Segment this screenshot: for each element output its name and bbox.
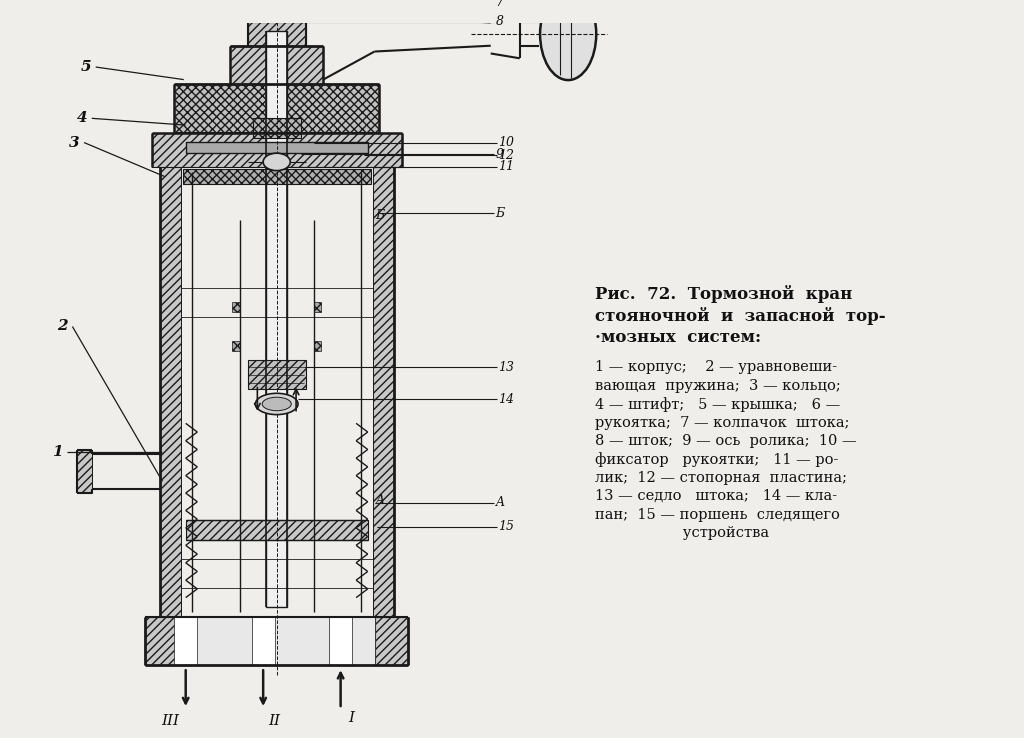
Text: 8 — шток;  9 — ось  ролика;  10 —: 8 — шток; 9 — ось ролика; 10 — (595, 434, 857, 448)
Text: A: A (496, 496, 505, 509)
Bar (329, 617, 352, 666)
Bar (183, 169, 371, 184)
Text: фиксатор   рукоятки;   11 — ро-: фиксатор рукоятки; 11 — ро- (595, 452, 839, 467)
Bar (263, 2, 290, 17)
Bar (174, 84, 379, 133)
Bar (145, 617, 179, 666)
Ellipse shape (255, 393, 298, 415)
Bar (313, 341, 322, 351)
Bar (248, 21, 306, 46)
Bar (266, 31, 288, 607)
Bar (373, 167, 394, 617)
Text: 12: 12 (499, 148, 514, 162)
Bar (152, 133, 401, 167)
Bar (179, 617, 375, 666)
Text: 1: 1 (51, 445, 62, 459)
Bar (185, 142, 368, 154)
Text: Рис.  72.  Тормозной  кран: Рис. 72. Тормозной кран (595, 286, 853, 303)
Text: 8: 8 (496, 15, 504, 28)
Text: 9: 9 (496, 148, 504, 161)
Text: 2: 2 (57, 320, 68, 334)
Text: A: A (376, 494, 384, 507)
Text: лик;  12 — стопорная  пластина;: лик; 12 — стопорная пластина; (595, 471, 847, 485)
Bar (253, 118, 301, 138)
Text: I: I (348, 711, 354, 725)
Bar (230, 46, 324, 84)
Text: 10: 10 (499, 136, 514, 149)
Bar (185, 520, 368, 539)
Text: II: II (268, 714, 280, 728)
Text: пан;  15 — поршень  следящего: пан; 15 — поршень следящего (595, 508, 840, 522)
Text: ·мозных  систем:: ·мозных систем: (595, 329, 762, 346)
Bar (77, 450, 92, 493)
Text: Б: Б (376, 209, 385, 221)
Text: III: III (162, 714, 179, 728)
Bar (252, 617, 274, 666)
Text: Б: Б (496, 207, 505, 220)
Text: 7: 7 (496, 0, 504, 9)
Text: 1 — корпус;    2 — уравновеши-: 1 — корпус; 2 — уравновеши- (595, 360, 838, 374)
Text: 4 — штифт;   5 — крышка;   6 —: 4 — штифт; 5 — крышка; 6 — (595, 397, 841, 412)
Text: 5: 5 (81, 60, 91, 74)
Bar (232, 303, 240, 312)
Ellipse shape (263, 154, 290, 170)
Text: рукоятка;  7 — колпачок  штока;: рукоятка; 7 — колпачок штока; (595, 415, 850, 430)
Text: 13 — седло   штока;   14 — кла-: 13 — седло штока; 14 — кла- (595, 489, 838, 503)
Bar (313, 303, 322, 312)
Text: вающая  пружина;  3 — кольцо;: вающая пружина; 3 — кольцо; (595, 379, 841, 393)
Bar (375, 617, 409, 666)
Ellipse shape (540, 0, 596, 80)
Text: 4: 4 (77, 111, 87, 125)
Text: 15: 15 (499, 520, 514, 534)
Text: 3: 3 (69, 136, 80, 150)
Text: стояночной  и  запасной  тор-: стояночной и запасной тор- (595, 306, 886, 325)
Text: 13: 13 (499, 361, 514, 373)
Bar (160, 167, 181, 617)
Text: 11: 11 (499, 160, 514, 173)
Ellipse shape (262, 397, 291, 411)
Bar (174, 617, 198, 666)
Bar (232, 341, 240, 351)
Text: устройства: устройства (595, 526, 769, 540)
Bar (248, 360, 306, 390)
Text: 14: 14 (499, 393, 514, 406)
